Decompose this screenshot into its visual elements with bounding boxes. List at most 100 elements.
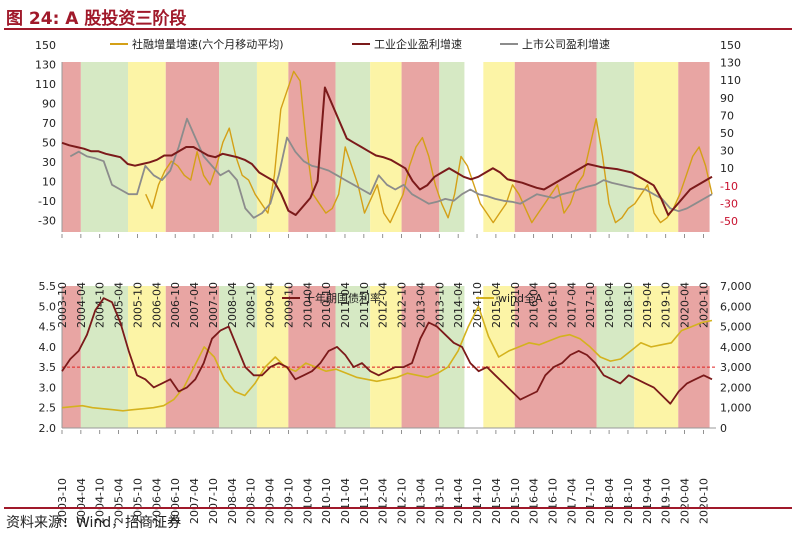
bottom-x-tick-16: 2011-10 xyxy=(358,478,371,524)
bottom-x-tick-6: 2006-10 xyxy=(169,478,182,524)
top-left-tick-1: 130 xyxy=(35,59,56,72)
bottom-left-tick-7: 2.0 xyxy=(39,422,57,435)
top-x-tick-0: 2003-10 xyxy=(56,282,69,328)
bottom-x-tick-12: 2009-10 xyxy=(282,478,295,524)
top-x-tick-6: 2006-10 xyxy=(169,282,182,328)
bottom-phase-1 xyxy=(80,286,129,428)
footer-divider xyxy=(4,507,792,509)
top-x-tick-22: 2014-10 xyxy=(471,282,484,328)
top-phase-0 xyxy=(62,62,81,232)
series-line-listed xyxy=(69,117,713,219)
bottom-x-tick-20: 2013-10 xyxy=(433,478,446,524)
top-phase-13 xyxy=(514,62,597,232)
series-line-industrial xyxy=(61,86,713,216)
top-x-tick-30: 2018-10 xyxy=(622,282,635,328)
top-x-tick-34: 2020-10 xyxy=(697,282,710,328)
top-right-tick-0: 150 xyxy=(720,39,741,52)
bottom-phase-13 xyxy=(514,286,597,428)
bottom-x-tick-32: 2019-10 xyxy=(660,478,673,524)
bottom-phase-11 xyxy=(464,286,484,428)
top-right-tick-5: 50 xyxy=(720,127,734,140)
bottom-x-tick-7: 2007-04 xyxy=(188,478,201,524)
bottom-x-tick-29: 2018-04 xyxy=(603,478,616,524)
bottom-x-tick-0: 2003-10 xyxy=(56,478,69,524)
bottom-x-tick-26: 2016-10 xyxy=(547,478,560,524)
bottom-x-tick-9: 2008-04 xyxy=(226,478,239,524)
bottom-right-tick-4: 3,000 xyxy=(720,361,752,374)
top-x-tick-24: 2015-10 xyxy=(509,282,522,328)
bottom-left-tick-1: 5.0 xyxy=(39,300,57,313)
top-x-tick-17: 2012-04 xyxy=(377,282,390,328)
bottom-phase-4 xyxy=(219,286,257,428)
top-right-tick-7: 10 xyxy=(720,162,734,175)
bottom-x-tick-31: 2019-04 xyxy=(641,478,654,524)
top-left-tick-2: 110 xyxy=(35,78,56,91)
bottom-x-tick-2: 2004-10 xyxy=(94,478,107,524)
top-x-tick-13: 2010-04 xyxy=(301,282,314,328)
top-x-tick-32: 2019-10 xyxy=(660,282,673,328)
top-right-tick-1: 130 xyxy=(720,57,741,70)
bottom-x-tick-22: 2014-10 xyxy=(471,478,484,524)
top-x-tick-29: 2018-04 xyxy=(603,282,616,328)
bottom-x-tick-3: 2005-04 xyxy=(113,478,126,524)
bottom-x-tick-23: 2015-04 xyxy=(490,478,503,524)
legend-winda-label: wind全A xyxy=(498,291,543,305)
top-phase-9 xyxy=(401,62,440,232)
series-line-winda xyxy=(61,305,713,412)
bottom-x-tick-30: 2018-10 xyxy=(622,478,635,524)
series-line-bond xyxy=(61,297,713,405)
bottom-x-tick-14: 2010-10 xyxy=(320,478,333,524)
top-x-tick-9: 2008-04 xyxy=(226,282,239,328)
bottom-left-tick-3: 4.0 xyxy=(39,341,57,354)
bottom-x-tick-25: 2016-04 xyxy=(528,478,541,524)
bottom-phase-5 xyxy=(256,286,289,428)
top-right-tick-8: -10 xyxy=(720,180,738,193)
top-right-tick-10: -50 xyxy=(720,215,738,228)
bottom-right-tick-2: 5,000 xyxy=(720,321,752,334)
top-phase-4 xyxy=(219,62,257,232)
bottom-phase-7 xyxy=(335,286,371,428)
top-x-tick-7: 2007-04 xyxy=(188,282,201,328)
top-phase-12 xyxy=(483,62,515,232)
bottom-phase-10 xyxy=(439,286,465,428)
top-x-tick-25: 2016-04 xyxy=(528,282,541,328)
top-phase-14 xyxy=(596,62,635,232)
legend-tsf-label: 社融增量增速(六个月移动平均) xyxy=(132,37,284,51)
top-left-tick-9: -30 xyxy=(38,215,56,228)
top-x-tick-28: 2017-10 xyxy=(584,282,597,328)
bottom-phase-17 xyxy=(709,286,716,428)
bottom-left-tick-5: 3.0 xyxy=(39,381,57,394)
top-right-tick-2: 110 xyxy=(720,74,741,87)
top-phase-1 xyxy=(80,62,129,232)
top-x-tick-5: 2006-04 xyxy=(150,282,163,328)
top-x-tick-11: 2009-04 xyxy=(264,282,277,328)
top-left-tick-7: 10 xyxy=(42,176,56,189)
legend-bond-label: 十年期国债利率 xyxy=(304,291,381,305)
top-x-tick-16: 2011-10 xyxy=(358,282,371,328)
bottom-x-tick-21: 2014-04 xyxy=(452,478,465,524)
bottom-x-tick-24: 2015-10 xyxy=(509,478,522,524)
bottom-x-tick-8: 2007-10 xyxy=(207,478,220,524)
bottom-x-tick-10: 2008-10 xyxy=(245,478,258,524)
top-phase-8 xyxy=(370,62,402,232)
bottom-x-tick-18: 2012-10 xyxy=(396,478,409,524)
top-right-tick-3: 90 xyxy=(720,92,734,105)
bottom-left-tick-2: 4.5 xyxy=(39,321,57,334)
top-phase-15 xyxy=(634,62,679,232)
top-left-tick-3: 90 xyxy=(42,98,56,111)
top-phase-16 xyxy=(678,62,710,232)
bottom-x-tick-33: 2020-04 xyxy=(679,478,692,524)
bottom-left-tick-0: 5.5 xyxy=(39,280,57,293)
source-note: 资料来源：Wind，招商证券 xyxy=(6,515,182,531)
bottom-phase-16 xyxy=(678,286,710,428)
top-x-tick-31: 2019-04 xyxy=(641,282,654,328)
top-x-tick-26: 2016-10 xyxy=(547,282,560,328)
top-left-tick-8: -10 xyxy=(38,195,56,208)
top-phase-6 xyxy=(288,62,336,232)
series-line-tsf xyxy=(145,70,713,224)
bottom-right-tick-7: 0 xyxy=(720,422,727,435)
bottom-phase-6 xyxy=(288,286,336,428)
bottom-x-tick-17: 2012-04 xyxy=(377,478,390,524)
bottom-x-tick-15: 2011-04 xyxy=(339,478,352,524)
